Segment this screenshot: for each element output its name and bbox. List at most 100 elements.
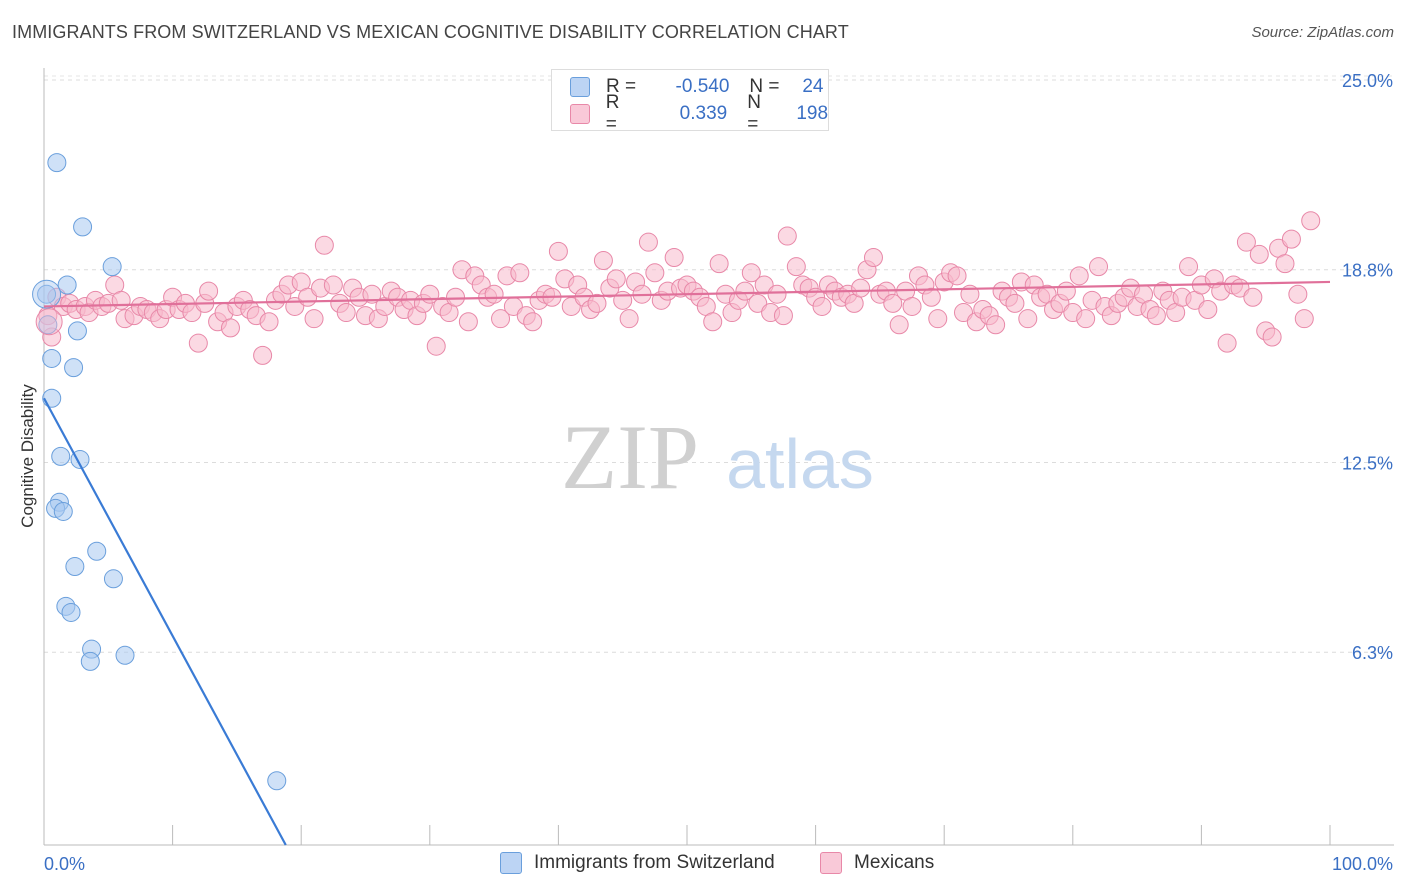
point-mexicans: [1262, 327, 1282, 347]
watermark-atlas: atlas: [726, 425, 874, 503]
source-label: Source: ZipAtlas.com: [1251, 24, 1394, 41]
point-mexicans: [928, 309, 948, 329]
y-tick-label: 12.5%: [1342, 454, 1393, 474]
point-mexicans: [510, 263, 530, 283]
point-mexicans: [1069, 266, 1089, 286]
point-mexicans: [199, 281, 219, 301]
series-legend-mexicans: Mexicans: [820, 852, 934, 874]
x-tick-label: 100.0%: [1332, 854, 1393, 874]
point-mexicans: [851, 278, 871, 298]
point-mexicans: [748, 293, 768, 313]
point-switzerland: [103, 569, 123, 589]
point-mexicans: [613, 290, 633, 310]
point-mexicans: [709, 254, 729, 274]
point-switzerland: [73, 217, 93, 237]
point-mexicans: [259, 312, 279, 332]
trend-line-switzerland: [43, 397, 287, 846]
point-mexicans: [1281, 229, 1301, 249]
point-mexicans: [426, 336, 446, 356]
point-switzerland: [115, 645, 135, 665]
point-mexicans: [593, 251, 613, 271]
point-mexicans: [304, 309, 324, 329]
point-mexicans: [645, 263, 665, 283]
point-mexicans: [1089, 257, 1109, 277]
point-mexicans: [323, 275, 343, 295]
series-label-switzerland: Immigrants from Switzerland: [534, 852, 775, 873]
point-mexicans: [1005, 293, 1025, 313]
point-switzerland: [32, 279, 62, 309]
legend-n-label: N =: [747, 92, 761, 135]
series-label-mexicans: Mexicans: [854, 852, 935, 873]
chart-title: IMMIGRANTS FROM SWITZERLAND VS MEXICAN C…: [12, 22, 849, 42]
tick-labels: 6.3% 12.5% 18.8% 25.0% 0.0% 100.0%: [44, 71, 1393, 874]
point-mexicans: [606, 269, 626, 289]
point-mexicans: [638, 232, 658, 252]
point-switzerland: [67, 321, 87, 341]
axes: [43, 68, 1394, 846]
point-mexicans: [664, 247, 684, 267]
trend-line-mexicans: [43, 280, 1331, 308]
y-tick-label: 6.3%: [1352, 643, 1393, 663]
watermark: ZIP atlas: [561, 406, 874, 508]
y-axis-title: Cognitive Disability: [18, 384, 37, 528]
legend-r-value: 0.339: [679, 103, 728, 124]
point-mexicans: [767, 284, 787, 304]
point-switzerland: [267, 771, 287, 791]
point-mexicans: [754, 275, 774, 295]
legend-r-label: R =: [606, 76, 637, 97]
point-switzerland: [38, 315, 58, 335]
grid-lines: [44, 75, 1394, 653]
correlation-legend: R = -0.540 N = 24 R = 0.339 N = 198: [551, 69, 829, 135]
point-mexicans: [188, 333, 208, 353]
series-legend: Immigrants from Switzerland Mexicans: [0, 852, 1406, 878]
point-mexicans: [735, 281, 755, 301]
point-switzerland: [64, 358, 84, 378]
legend-r-label: R =: [605, 92, 620, 135]
point-mexicans: [1288, 284, 1308, 304]
point-switzerland: [42, 388, 62, 408]
point-mexicans: [362, 284, 382, 304]
point-mexicans: [314, 235, 334, 255]
point-mexicans: [947, 266, 967, 286]
point-mexicans: [777, 226, 797, 246]
point-mexicans: [953, 303, 973, 323]
legend-swatch-mexicans: [570, 104, 590, 124]
point-mexicans: [548, 241, 568, 261]
legend-row-switzerland: R = -0.540 N = 24: [570, 74, 824, 100]
x-tick-label: 0.0%: [44, 854, 85, 874]
point-mexicans: [986, 315, 1006, 335]
point-mexicans: [786, 257, 806, 277]
watermark-zip: ZIP: [561, 406, 699, 508]
series-swatch-switzerland: [500, 852, 522, 874]
point-mexicans: [1198, 300, 1218, 319]
point-switzerland: [65, 557, 85, 577]
point-mexicans: [1249, 244, 1269, 264]
point-switzerland: [61, 602, 81, 622]
point-switzerland: [53, 501, 73, 521]
point-mexicans: [773, 306, 793, 326]
point-mexicans: [812, 296, 832, 316]
point-switzerland: [80, 651, 100, 671]
point-mexicans: [253, 345, 273, 365]
point-mexicans: [587, 293, 607, 313]
point-mexicans: [111, 290, 131, 310]
point-mexicans: [741, 263, 761, 283]
legend-row-mexicans: R = 0.339 N = 198: [570, 92, 828, 135]
point-mexicans: [484, 284, 504, 304]
point-switzerland: [47, 153, 67, 173]
y-tick-label: 18.8%: [1342, 261, 1393, 281]
point-mexicans: [1217, 333, 1237, 353]
point-mexicans: [1056, 281, 1076, 301]
point-mexicans: [1275, 254, 1295, 274]
point-mexicans: [1018, 309, 1038, 329]
point-mexicans: [902, 296, 922, 316]
point-mexicans: [336, 303, 356, 323]
point-mexicans: [921, 287, 941, 307]
legend-n-label: N =: [749, 76, 780, 97]
point-mexicans: [1294, 309, 1314, 329]
point-mexicans: [35, 308, 63, 336]
point-mexicans: [220, 318, 240, 338]
point-mexicans: [1243, 287, 1263, 307]
series-legend-switzerland: Immigrants from Switzerland: [500, 852, 775, 874]
data-points: [32, 153, 1321, 791]
